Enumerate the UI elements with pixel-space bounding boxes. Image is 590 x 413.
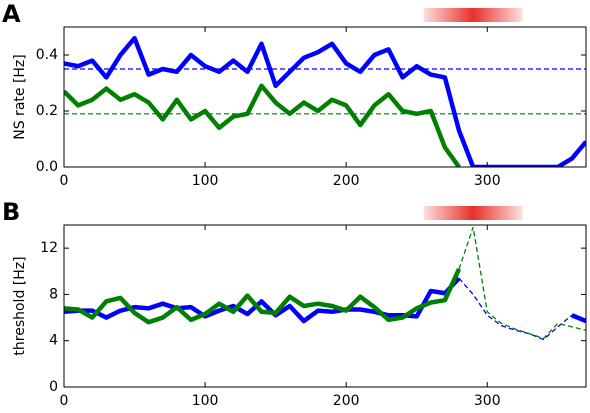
x-tick-label: 300: [474, 393, 501, 409]
series-line: [64, 35, 586, 167]
x-tick-label: 200: [333, 173, 360, 189]
x-tick-label: 200: [333, 393, 360, 409]
x-tick-label: 100: [192, 173, 219, 189]
y-tick-label: 12: [40, 240, 58, 256]
plot-frame: [63, 224, 587, 388]
y-axis-label: NS rate [Hz]: [12, 54, 28, 140]
y-tick-label: 0.4: [36, 47, 58, 63]
x-tick-label: 0: [60, 393, 69, 409]
y-tick-label: 4: [49, 333, 58, 349]
plot-frame: [63, 26, 587, 168]
series-line: [64, 268, 462, 325]
y-axis-label: threshold [Hz]: [12, 256, 28, 355]
panel-label: A: [2, 0, 21, 28]
x-tick-label: 0: [60, 173, 69, 189]
series-line: [458, 226, 586, 340]
highlight: [423, 206, 523, 220]
y-tick-label: 0: [49, 379, 58, 395]
series-line: [64, 83, 461, 167]
x-tick-label: 300: [474, 173, 501, 189]
y-tick-label: 8: [49, 286, 58, 302]
panel-label: B: [2, 198, 20, 226]
y-tick-label: 0.2: [36, 103, 58, 119]
y-tick-label: 0.0: [36, 159, 58, 175]
series-line: [458, 277, 573, 341]
highlight: [423, 8, 523, 22]
x-tick-label: 100: [192, 393, 219, 409]
series-line: [64, 276, 586, 324]
